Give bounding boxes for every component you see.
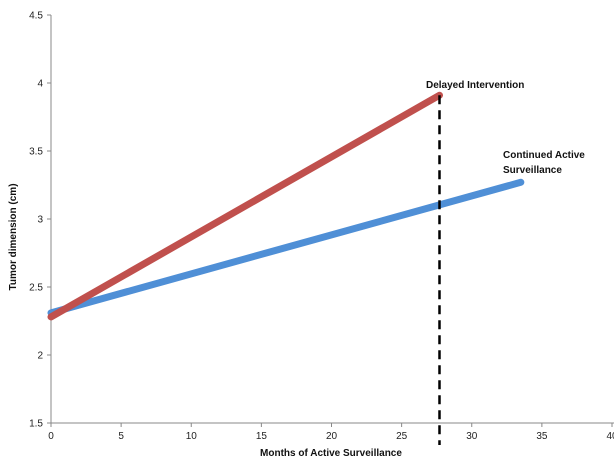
y-tick-label: 4.5 — [29, 11, 43, 22]
annotation-continued-line2: Surveillance — [503, 165, 562, 176]
y-tick-label: 2.5 — [29, 283, 43, 294]
axes — [50, 15, 614, 424]
y-tick-label: 2 — [37, 351, 43, 362]
y-ticks: 1.5 2 2.5 3 3.5 4 4.5 — [29, 11, 51, 430]
y-tick-label: 4 — [37, 79, 43, 90]
annotation-continued-line1: Continued Active — [503, 150, 585, 161]
y-tick-label: 1.5 — [29, 419, 43, 430]
annotation-delayed-intervention: Delayed Intervention — [426, 80, 524, 91]
x-axis-title: Months of Active Surveillance — [260, 448, 402, 459]
x-tick-label: 15 — [256, 431, 268, 442]
x-tick-label: 40 — [606, 431, 614, 442]
series-line-continued — [47, 178, 525, 317]
x-ticks: 0 5 10 15 20 25 30 35 40 — [48, 423, 614, 442]
y-axis-title: Tumor dimension (cm) — [8, 183, 19, 290]
x-tick-label: 5 — [118, 431, 124, 442]
x-tick-label: 35 — [536, 431, 548, 442]
x-tick-label: 30 — [466, 431, 478, 442]
x-tick-label: 25 — [396, 431, 408, 442]
y-tick-label: 3.5 — [29, 147, 43, 158]
y-tick-label: 3 — [37, 215, 43, 226]
x-tick-label: 10 — [186, 431, 198, 442]
series-layer — [47, 91, 525, 321]
x-tick-label: 0 — [48, 431, 54, 442]
x-tick-label: 20 — [326, 431, 338, 442]
series-line-delayed — [47, 91, 443, 321]
